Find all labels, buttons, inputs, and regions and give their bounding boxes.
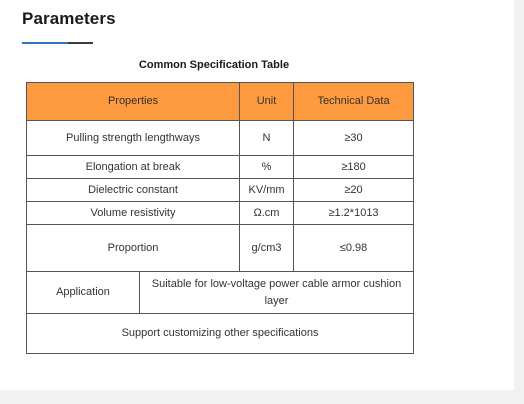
unit-cell: %: [239, 155, 295, 179]
property-cell: Elongation at break: [25, 155, 241, 179]
specification-table: Properties Unit Technical Data Pulling s…: [25, 82, 415, 354]
application-value: Suitable for low-voltage power cable arm…: [138, 271, 415, 314]
header-technical-data: Technical Data: [293, 82, 415, 121]
value-cell: ≥1.2*1013: [293, 201, 415, 225]
table-row: Pulling strength lengthways N ≥30: [25, 120, 415, 156]
table-row: Proportion g/cm3 ≤0.98: [25, 224, 415, 272]
property-cell: Pulling strength lengthways: [25, 120, 241, 156]
unit-cell: KV/mm: [239, 178, 295, 202]
support-row: Support customizing other specifications: [25, 313, 415, 354]
section-title-underline: [22, 42, 93, 44]
section-title-underline-accent: [22, 42, 68, 44]
property-cell: Dielectric constant: [25, 178, 241, 202]
support-note: Support customizing other specifications: [25, 313, 415, 354]
value-cell: ≤0.98: [293, 224, 415, 272]
application-row: Application Suitable for low-voltage pow…: [26, 271, 415, 314]
table-row: Elongation at break % ≥180: [25, 155, 415, 179]
parameters-card: Parameters Common Specification Table Pr…: [0, 0, 514, 390]
value-cell: ≥20: [293, 178, 415, 202]
table-row: Volume resistivity Ω.cm ≥1.2*1013: [25, 201, 415, 225]
property-cell: Proportion: [25, 224, 241, 272]
application-label: Application: [26, 271, 140, 314]
header-unit: Unit: [239, 82, 295, 121]
property-cell: Volume resistivity: [25, 201, 241, 225]
value-cell: ≥30: [293, 120, 415, 156]
unit-cell: N: [239, 120, 295, 156]
unit-cell: Ω.cm: [239, 201, 295, 225]
unit-cell: g/cm3: [239, 224, 295, 272]
value-cell: ≥180: [293, 155, 415, 179]
section-title: Parameters: [22, 9, 116, 28]
table-row: Dielectric constant KV/mm ≥20: [25, 178, 415, 202]
table-caption: Common Specification Table: [138, 59, 290, 71]
header-properties: Properties: [25, 82, 241, 121]
table-header-row: Properties Unit Technical Data: [25, 82, 415, 121]
